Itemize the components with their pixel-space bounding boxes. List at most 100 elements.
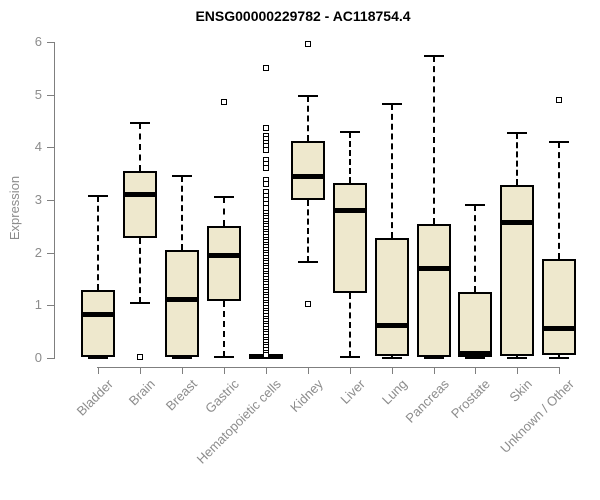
y-tick — [47, 147, 54, 149]
x-tick — [265, 366, 267, 374]
whisker-cap-lower — [465, 357, 486, 359]
whisker-cap-upper — [88, 194, 109, 197]
box — [290, 141, 325, 200]
whisker-cap-lower — [214, 355, 234, 358]
box — [207, 226, 241, 302]
x-tick — [433, 366, 435, 374]
box — [542, 258, 577, 356]
y-tick-label: 0 — [34, 350, 42, 365]
x-tick — [559, 366, 561, 374]
y-tick — [47, 358, 54, 359]
outlier-point — [304, 300, 311, 307]
whisker-cap-lower — [507, 357, 528, 359]
whisker-cap-lower — [297, 261, 318, 264]
x-tick — [349, 366, 351, 374]
outlier-point — [262, 181, 269, 188]
median-line — [290, 173, 325, 179]
outlier-point — [262, 352, 269, 359]
whisker-cap-upper — [297, 95, 318, 98]
whisker-cap-upper — [423, 55, 444, 58]
median-line — [81, 311, 116, 317]
whisker-cap-upper — [549, 141, 570, 144]
x-tick — [307, 366, 309, 374]
whisker-upper — [306, 96, 309, 141]
outlier-point — [556, 96, 563, 103]
whisker-upper — [181, 176, 184, 251]
box — [332, 182, 367, 294]
whisker-upper — [97, 195, 100, 290]
median-line — [458, 351, 493, 357]
x-tick — [98, 366, 100, 374]
whisker-upper — [474, 205, 477, 293]
outlier-point — [137, 353, 144, 360]
y-tick-label: 4 — [34, 139, 42, 155]
box — [165, 250, 200, 357]
whisker-cap-upper — [507, 132, 528, 135]
y-tick — [47, 252, 54, 254]
outlier-point — [221, 98, 227, 105]
median-line — [374, 322, 409, 328]
y-tick-label: 3 — [34, 192, 42, 207]
y-tick — [47, 42, 54, 43]
outlier-point — [262, 146, 269, 153]
y-tick-label: 5 — [34, 86, 42, 102]
y-tick — [47, 200, 54, 201]
whisker-upper — [390, 103, 393, 238]
whisker-upper — [139, 122, 142, 172]
median-line — [165, 296, 200, 302]
x-tick — [182, 366, 184, 374]
box — [81, 289, 116, 357]
whisker-cap-lower — [88, 357, 109, 359]
whisker-cap-lower — [423, 357, 444, 359]
whisker-lower — [558, 355, 561, 358]
x-tick — [517, 366, 519, 374]
y-axis-label: Expression — [7, 175, 22, 241]
whisker-cap-upper — [214, 195, 234, 198]
median-line — [416, 265, 451, 271]
whisker-cap-upper — [381, 102, 402, 105]
whisker-cap-lower — [339, 355, 360, 358]
median-line — [542, 326, 577, 331]
whisker-cap-lower — [549, 357, 570, 359]
whisker-lower — [516, 355, 519, 358]
outlier-point — [262, 65, 269, 72]
y-tick — [47, 94, 54, 96]
whisker-upper — [516, 133, 519, 186]
whisker-cap-lower — [130, 301, 151, 304]
box — [500, 185, 535, 356]
x-tick — [475, 366, 477, 374]
x-axis-line — [97, 366, 561, 368]
box — [374, 237, 409, 357]
median-line — [500, 220, 535, 226]
box — [123, 171, 158, 238]
median-line — [207, 252, 241, 258]
whisker-upper — [223, 196, 225, 227]
outlier-point — [262, 165, 269, 172]
x-tick — [391, 366, 393, 374]
whisker-cap-upper — [339, 130, 360, 133]
whisker-cap-lower — [172, 357, 193, 359]
whisker-cap-lower — [381, 357, 402, 359]
whisker-cap-upper — [465, 204, 486, 207]
y-tick-label: 1 — [34, 297, 42, 313]
whisker-lower — [139, 237, 142, 303]
median-line — [123, 192, 158, 198]
y-tick-label: 2 — [34, 244, 42, 260]
chart-title: ENSG00000229782 - AC118754.4 — [195, 8, 411, 24]
y-tick — [47, 305, 54, 307]
whisker-upper — [432, 56, 435, 224]
whisker-cap-upper — [130, 121, 151, 124]
box — [458, 292, 493, 357]
x-tick — [140, 366, 142, 374]
outlier-point — [262, 124, 269, 131]
whisker-upper — [558, 142, 561, 259]
whisker-lower — [348, 293, 351, 357]
y-tick-label: 6 — [34, 34, 42, 49]
outlier-point — [304, 40, 311, 47]
whisker-lower — [223, 301, 225, 357]
median-line — [332, 208, 367, 214]
x-tick — [224, 366, 225, 374]
whisker-lower — [306, 200, 309, 263]
whisker-upper — [348, 131, 351, 183]
